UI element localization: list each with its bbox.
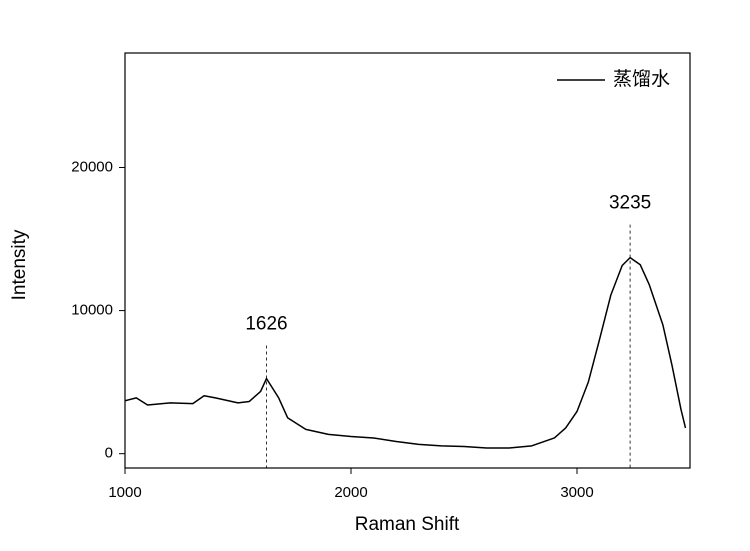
y-tick-label: 0 — [105, 445, 113, 462]
plot-frame — [124, 52, 691, 469]
y-axis-label: Intensity — [9, 229, 30, 300]
peak-label: 1626 — [245, 314, 287, 335]
legend-label: 蒸馏水 — [613, 68, 670, 90]
y-tick-label: 20000 — [71, 158, 113, 175]
x-tick-label: 3000 — [560, 484, 593, 501]
data-line — [124, 256, 687, 449]
x-tick-label: 1000 — [108, 484, 141, 501]
x-axis-label: Raman Shift — [355, 514, 460, 535]
peak-label: 3235 — [609, 193, 651, 214]
x-tick-label: 2000 — [334, 484, 367, 501]
y-tick-label: 10000 — [71, 302, 113, 319]
